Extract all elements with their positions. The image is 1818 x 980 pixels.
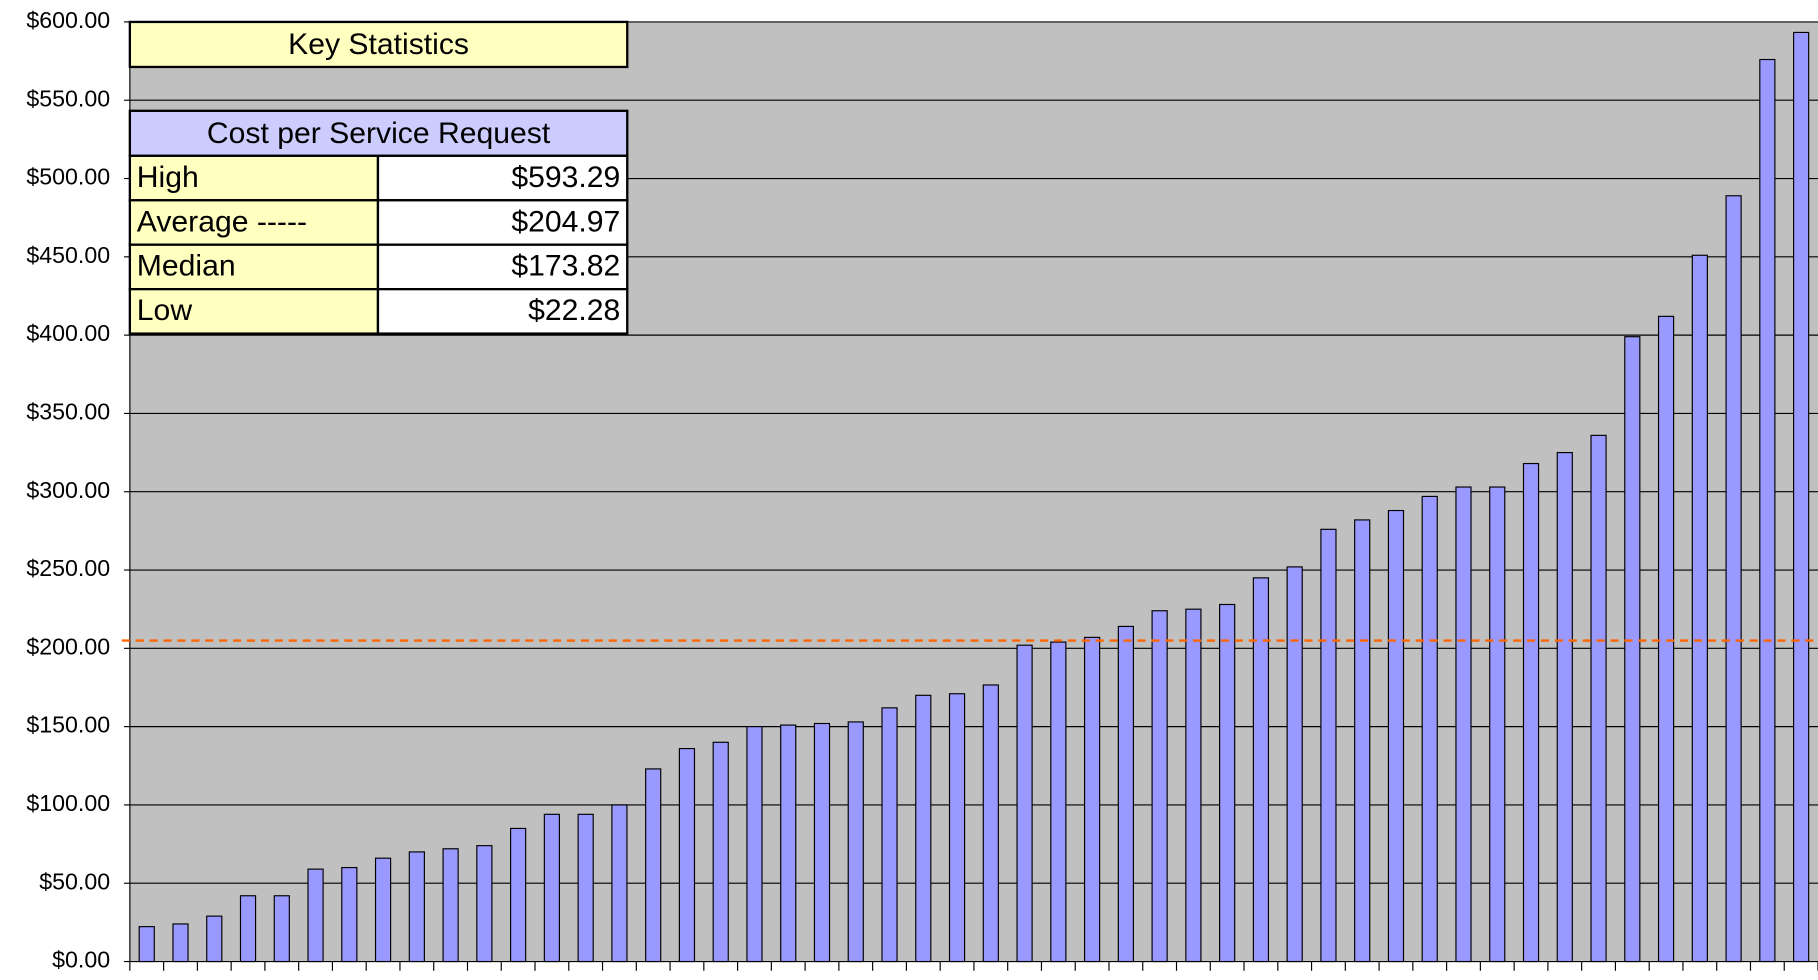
bar xyxy=(1387,509,1405,963)
y-tick-label: $550.00 xyxy=(26,85,110,111)
y-tick-label: $350.00 xyxy=(26,399,110,425)
bar xyxy=(374,857,392,963)
bar xyxy=(948,693,966,963)
row-label: Average ----- xyxy=(137,205,307,238)
bar xyxy=(307,868,324,963)
bar xyxy=(408,851,425,963)
value-cell xyxy=(376,154,629,202)
label-cell xyxy=(128,199,380,246)
bar xyxy=(1117,625,1134,963)
bar xyxy=(881,707,898,963)
y-tick-label: $200.00 xyxy=(26,633,110,659)
bar xyxy=(1185,608,1202,963)
bar xyxy=(1354,519,1371,963)
bar xyxy=(543,813,561,963)
row-label: Low xyxy=(137,294,193,327)
y-tick-label: $250.00 xyxy=(26,555,110,581)
bar xyxy=(1151,610,1168,963)
bar xyxy=(780,724,797,963)
bar xyxy=(1759,58,1776,963)
bar xyxy=(206,915,223,963)
bar xyxy=(1050,641,1067,963)
table-header: Cost per Service Request xyxy=(207,117,551,150)
y-tick-label: $600.00 xyxy=(26,7,110,33)
bar xyxy=(172,923,189,963)
row-value: $173.82 xyxy=(511,250,620,283)
bar xyxy=(1421,495,1438,963)
bar xyxy=(138,926,155,963)
label-cell xyxy=(128,243,380,291)
y-tick-label: $0.00 xyxy=(52,947,110,973)
bar xyxy=(1455,486,1472,963)
bar xyxy=(510,827,527,963)
row-value: $22.28 xyxy=(528,294,620,327)
row-value: $204.97 xyxy=(511,205,620,238)
bar xyxy=(1489,486,1506,963)
bar xyxy=(239,895,257,963)
bar xyxy=(341,866,358,963)
bar xyxy=(1691,254,1708,963)
bar xyxy=(1522,462,1540,963)
bar xyxy=(746,726,763,963)
bar xyxy=(1556,452,1573,963)
bar xyxy=(813,722,831,963)
bar xyxy=(442,848,459,963)
bar xyxy=(915,694,932,963)
bar xyxy=(1016,644,1033,963)
bar xyxy=(273,895,290,963)
label-cell xyxy=(128,154,380,202)
bar xyxy=(1219,603,1236,963)
y-tick-label: $500.00 xyxy=(26,164,110,190)
value-cell xyxy=(376,199,629,246)
value-cell xyxy=(376,243,629,291)
bar xyxy=(1624,336,1641,963)
bar xyxy=(847,721,864,963)
y-tick-label: $100.00 xyxy=(26,790,110,816)
y-tick-label: $400.00 xyxy=(26,320,110,346)
y-tick-label: $50.00 xyxy=(39,868,110,894)
row-label: Median xyxy=(137,250,236,283)
bar xyxy=(1252,577,1270,963)
bar xyxy=(1590,434,1607,963)
bar xyxy=(1083,636,1101,963)
bar xyxy=(678,747,696,963)
bar xyxy=(1286,566,1303,963)
bar xyxy=(712,741,729,963)
bar xyxy=(476,845,493,963)
bar xyxy=(645,768,662,963)
title-box xyxy=(128,20,629,69)
bar xyxy=(1657,315,1675,963)
table-title: Key Statistics xyxy=(288,28,469,61)
bar xyxy=(1793,31,1810,963)
bar xyxy=(982,684,999,963)
value-cell xyxy=(376,287,629,335)
y-tick-label: $450.00 xyxy=(26,242,110,268)
bar xyxy=(577,813,594,963)
row-value: $593.29 xyxy=(511,161,620,194)
bar xyxy=(611,804,628,963)
bar xyxy=(1725,195,1742,963)
y-tick-label: $300.00 xyxy=(26,477,110,503)
y-tick-label: $150.00 xyxy=(26,712,110,738)
row-label: High xyxy=(137,161,199,194)
bar xyxy=(1320,528,1337,963)
